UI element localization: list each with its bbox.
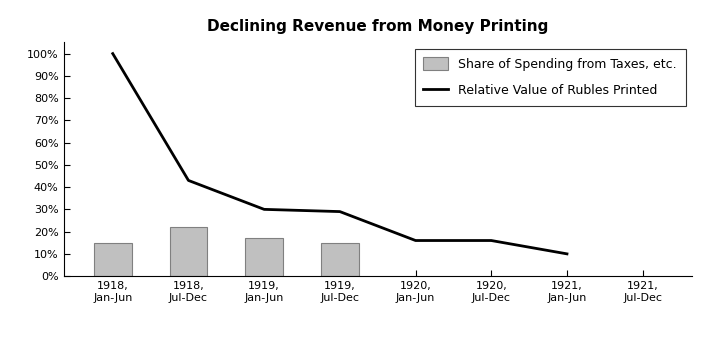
Bar xyxy=(169,227,208,276)
Title: Declining Revenue from Money Printing: Declining Revenue from Money Printing xyxy=(207,19,549,34)
Bar xyxy=(245,238,283,276)
Bar xyxy=(94,243,132,276)
Legend: Share of Spending from Taxes, etc., Relative Value of Rubles Printed: Share of Spending from Taxes, etc., Rela… xyxy=(414,49,686,106)
Bar xyxy=(321,243,359,276)
